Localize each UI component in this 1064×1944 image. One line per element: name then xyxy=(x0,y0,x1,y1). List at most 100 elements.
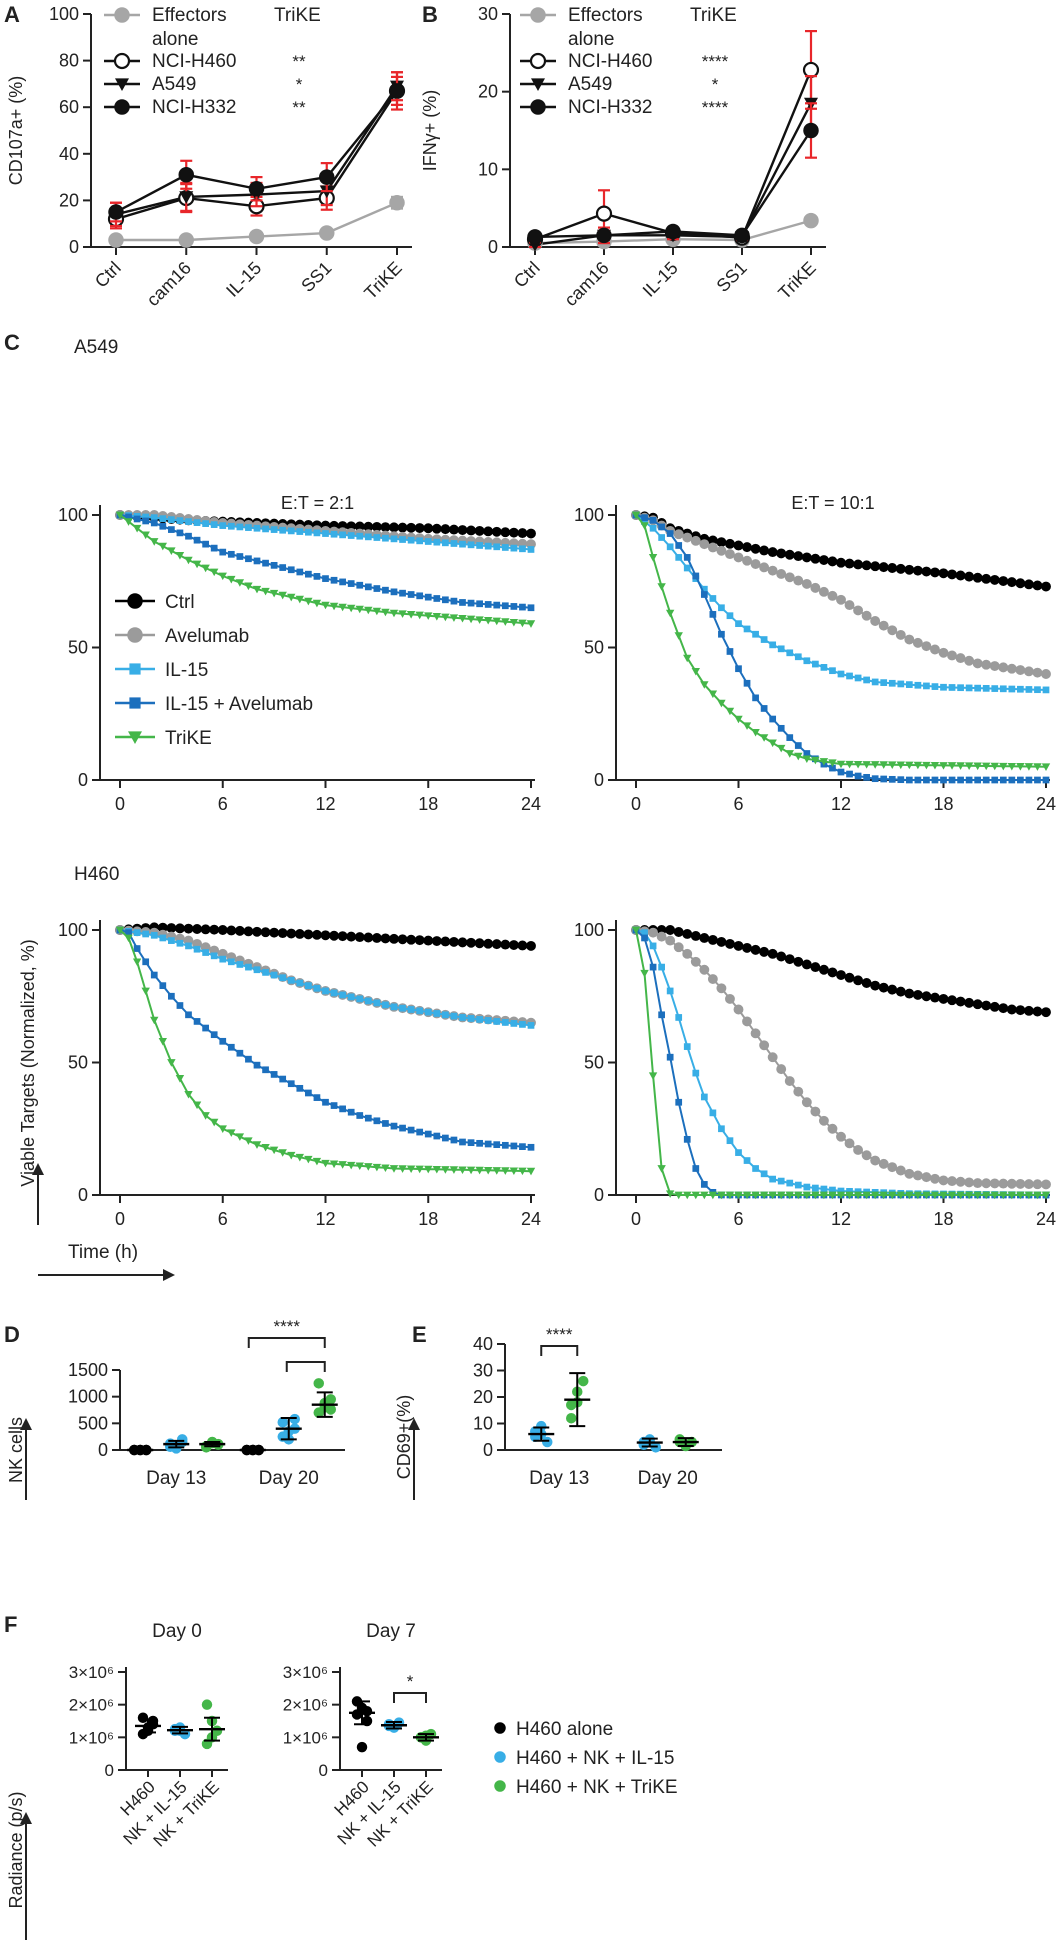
data-point xyxy=(491,939,502,950)
data-point xyxy=(373,534,381,541)
data-point xyxy=(759,1040,770,1051)
data-point xyxy=(431,523,442,534)
data-point xyxy=(178,167,194,183)
data-point xyxy=(709,611,717,618)
data-point xyxy=(475,616,484,624)
data-point xyxy=(484,601,492,608)
data-point xyxy=(185,518,192,525)
data-point xyxy=(999,776,1007,784)
data-point xyxy=(459,599,466,606)
significance-bracket xyxy=(393,1692,427,1703)
data-point xyxy=(640,969,649,978)
data-point xyxy=(725,993,735,1004)
data-point xyxy=(227,1043,235,1051)
significance-label: * xyxy=(296,75,303,94)
data-point xyxy=(989,1001,1000,1012)
data-point xyxy=(287,976,295,984)
data-point xyxy=(501,1167,510,1175)
data-point xyxy=(174,923,185,934)
data-point xyxy=(319,225,335,241)
data-point xyxy=(836,1131,846,1142)
legend-label: Effectors xyxy=(568,5,643,26)
data-point xyxy=(1041,581,1051,592)
data-point xyxy=(853,1145,864,1155)
y-tick-label: 30 xyxy=(473,1361,493,1381)
data-point xyxy=(227,550,235,558)
data-point xyxy=(1032,1179,1043,1190)
x-tick-label: 18 xyxy=(933,1209,953,1229)
data-point xyxy=(442,1134,449,1142)
data-point xyxy=(759,545,770,556)
data-point xyxy=(382,1001,389,1009)
data-point xyxy=(878,562,889,573)
data-point xyxy=(414,523,425,533)
data-point xyxy=(159,515,167,523)
data-point xyxy=(981,1000,992,1011)
panel-E: E 0 10 20 30 40 Day 13 Day 20 CD69+(%) **** xyxy=(394,1322,722,1500)
data-point xyxy=(373,1117,381,1125)
data-point xyxy=(372,1163,382,1172)
data-point xyxy=(812,1184,819,1192)
data-point xyxy=(769,1175,777,1183)
data-point xyxy=(382,586,389,594)
data-point xyxy=(423,935,434,946)
y-tick-label: 0 xyxy=(69,237,79,257)
data-point xyxy=(168,992,175,1000)
data-point xyxy=(466,937,477,948)
data-point xyxy=(794,752,803,761)
data-point xyxy=(641,929,648,937)
data-point xyxy=(484,1140,492,1148)
data-point xyxy=(227,958,235,966)
data-point xyxy=(888,1191,897,1200)
data-point xyxy=(450,540,458,547)
y-tick-label: 0 xyxy=(98,1440,108,1460)
data-point xyxy=(699,933,710,943)
series-line xyxy=(119,929,532,1149)
data-point xyxy=(641,934,648,942)
legend-marker xyxy=(129,663,141,675)
data-point xyxy=(658,1011,665,1019)
data-point xyxy=(150,519,158,527)
data-point xyxy=(458,1166,467,1175)
data-point xyxy=(448,936,459,947)
y-tick-label: 0 xyxy=(594,1185,604,1205)
x-tick-label: 12 xyxy=(831,794,851,814)
data-point xyxy=(649,942,657,950)
data-point xyxy=(777,645,785,653)
data-point xyxy=(974,776,982,784)
data-point xyxy=(768,1191,777,1200)
data-point xyxy=(1041,669,1051,679)
data-point xyxy=(931,683,939,690)
legend-marker xyxy=(128,731,142,744)
data-point xyxy=(235,1133,245,1141)
data-point xyxy=(853,559,864,570)
data-point xyxy=(725,549,735,560)
data-point xyxy=(921,1172,932,1183)
y-tick-label: 100 xyxy=(58,920,88,940)
data-point xyxy=(905,1191,914,1200)
data-point xyxy=(210,544,218,552)
data-point xyxy=(346,1161,356,1170)
data-point xyxy=(527,604,535,612)
data-point xyxy=(201,564,210,573)
data-point xyxy=(964,762,974,770)
data-point xyxy=(500,527,511,538)
data-point xyxy=(827,556,838,567)
data-point xyxy=(939,762,948,770)
y-tick-label: 20 xyxy=(473,1387,493,1407)
data-point xyxy=(312,1157,322,1166)
data-point xyxy=(269,927,280,938)
data-point xyxy=(931,776,939,784)
data-point xyxy=(674,1191,683,1200)
data-point xyxy=(657,583,666,591)
data-point xyxy=(475,1166,484,1175)
data-point xyxy=(450,1012,458,1020)
data-point xyxy=(227,522,235,530)
data-point xyxy=(399,1124,406,1132)
data-point xyxy=(519,1143,526,1150)
data-point xyxy=(185,532,192,540)
data-point xyxy=(683,564,691,572)
data-point xyxy=(244,582,253,591)
data-point xyxy=(501,602,509,610)
